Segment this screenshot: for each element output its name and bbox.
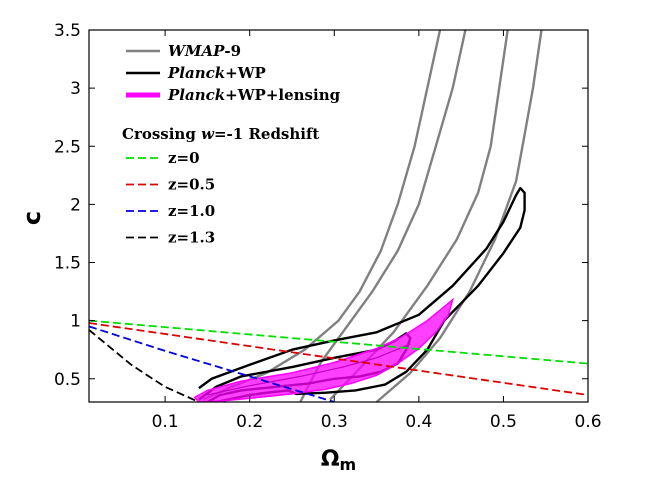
contour-2-region-0 — [193, 297, 455, 402]
legend-label-series-1: z=0.5 — [168, 176, 215, 194]
y-tick-label: 2 — [70, 195, 81, 215]
plot-marks — [89, 30, 588, 402]
x-axis-title-sub: m — [340, 455, 357, 474]
x-tick-label: 0.1 — [152, 412, 179, 432]
legend-label-name: WMAP — [168, 42, 225, 60]
legend-label-series-3: z=1.3 — [168, 229, 215, 247]
legend-label-suffix: +WP+lensing — [225, 86, 340, 104]
legend-label-name: Planck — [167, 64, 225, 82]
legend-label-series-0: z=0 — [168, 149, 200, 167]
legend-header-pre: Crossing — [122, 125, 201, 143]
legend-header: Crossing w=-1 Redshift — [122, 125, 319, 143]
legend-header-ital: w — [201, 125, 215, 143]
legend-label-contour-1: Planck+WP — [167, 64, 266, 82]
axes: 0.1 0.2 0.3 0.4 0.5 0.6 0.5 1 1.5 2 2.5 3 3.5 Ωm c — [18, 21, 602, 474]
legend: WMAP-9Planck+WPPlanck+WP+lensingCrossing… — [122, 42, 341, 247]
x-axis-title: Ωm — [321, 447, 356, 474]
x-tick-label: 0.2 — [236, 412, 263, 432]
legend-label-suffix: +WP — [225, 64, 266, 82]
x-tick-label: 0.4 — [405, 412, 432, 432]
legend-label-contour-2: Planck+WP+lensing — [167, 86, 341, 104]
series-line-3 — [89, 329, 200, 402]
x-tick-label: 0.3 — [321, 412, 348, 432]
plot-frame — [88, 29, 589, 403]
legend-label-name: Planck — [167, 86, 225, 104]
legend-label-contour-0: WMAP-9 — [168, 42, 241, 60]
y-tick-label: 3.5 — [54, 21, 81, 41]
y-axis-title: c — [18, 211, 46, 225]
legend-label-suffix: -9 — [224, 42, 241, 60]
y-tick-label: 1.5 — [54, 254, 81, 274]
x-tick-label: 0.6 — [574, 412, 601, 432]
contour-0-line-3 — [375, 30, 543, 402]
y-tick-label: 2.5 — [54, 137, 81, 157]
legend-header-post: =-1 Redshift — [214, 125, 319, 143]
plot-area — [89, 30, 588, 402]
series-line-2 — [89, 325, 335, 402]
series-line-1 — [89, 322, 588, 396]
y-tick-label: 0.5 — [54, 370, 81, 390]
y-tick-label: 1 — [70, 312, 81, 332]
x-tick-label: 0.5 — [490, 412, 517, 432]
x-axis-title-main: Ω — [321, 447, 340, 472]
y-tick-label: 3 — [70, 79, 81, 99]
legend-label-series-2: z=1.0 — [168, 202, 215, 220]
